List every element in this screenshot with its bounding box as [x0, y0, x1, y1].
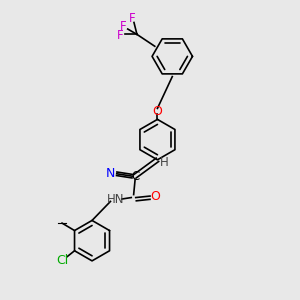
- Text: Cl: Cl: [56, 254, 69, 267]
- Text: N: N: [106, 167, 116, 180]
- Text: F: F: [129, 12, 136, 26]
- Text: C: C: [131, 170, 139, 183]
- Text: F: F: [117, 29, 124, 42]
- Text: O: O: [150, 190, 160, 202]
- Text: HN: HN: [107, 193, 124, 206]
- Text: F: F: [120, 20, 127, 33]
- Text: H: H: [160, 156, 168, 169]
- Text: O: O: [152, 105, 162, 118]
